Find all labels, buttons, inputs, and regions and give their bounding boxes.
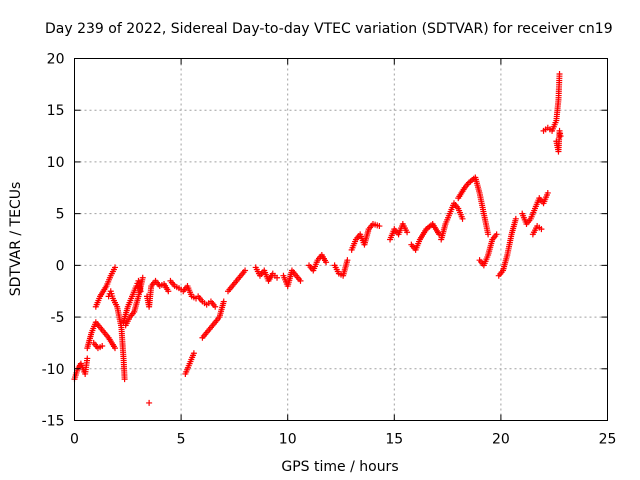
data-point — [212, 303, 219, 310]
y-axis-label: SDTVAR / TECUs — [8, 182, 24, 297]
data-point — [557, 133, 564, 140]
data-point — [485, 231, 492, 238]
x-tick-label: 15 — [385, 432, 403, 448]
y-tick-label: 10 — [47, 155, 65, 171]
data-point — [84, 355, 91, 362]
data-point — [112, 264, 119, 271]
data-point — [344, 257, 351, 264]
data-point — [512, 215, 519, 222]
x-tick-label: 0 — [70, 432, 79, 448]
y-tick-label: -15 — [42, 414, 65, 430]
y-tick-label: 0 — [56, 258, 65, 274]
y-tick-label: 20 — [47, 52, 65, 68]
data-point — [323, 259, 330, 266]
data-point — [436, 231, 443, 238]
y-tick-label: 5 — [56, 207, 65, 223]
y-tick-label: -10 — [42, 362, 65, 378]
data-point — [459, 215, 466, 222]
x-tick-labels: 0 5 10 15 20 25 — [70, 432, 616, 448]
data-point — [99, 343, 106, 350]
data-point — [297, 277, 304, 284]
data-point — [190, 350, 197, 357]
x-axis-label: GPS time / hours — [281, 459, 398, 475]
x-tick-label: 20 — [492, 432, 510, 448]
data-point — [165, 288, 172, 295]
data-point — [121, 376, 128, 383]
x-tick-label: 25 — [599, 432, 617, 448]
axis-ticks — [74, 58, 608, 421]
data-point — [376, 223, 383, 230]
y-tick-label: 15 — [47, 103, 65, 119]
data-points — [71, 71, 564, 406]
y-tick-labels: -15 -10 -5 0 5 10 15 20 — [42, 52, 65, 430]
plot-frame — [74, 58, 608, 421]
x-tick-label: 10 — [279, 432, 297, 448]
y-tick-label: -5 — [51, 310, 65, 326]
data-point — [493, 231, 500, 238]
data-point — [544, 189, 551, 196]
grid — [74, 58, 608, 421]
chart-title: Day 239 of 2022, Sidereal Day-to-day VTE… — [45, 21, 613, 37]
data-point — [538, 226, 545, 233]
data-point — [220, 298, 227, 305]
data-point — [112, 345, 119, 352]
data-point — [242, 267, 249, 274]
data-point — [139, 274, 146, 281]
data-point — [404, 229, 411, 236]
data-point — [556, 71, 563, 78]
data-point — [274, 274, 281, 281]
data-point — [146, 399, 153, 406]
x-tick-label: 5 — [177, 432, 186, 448]
